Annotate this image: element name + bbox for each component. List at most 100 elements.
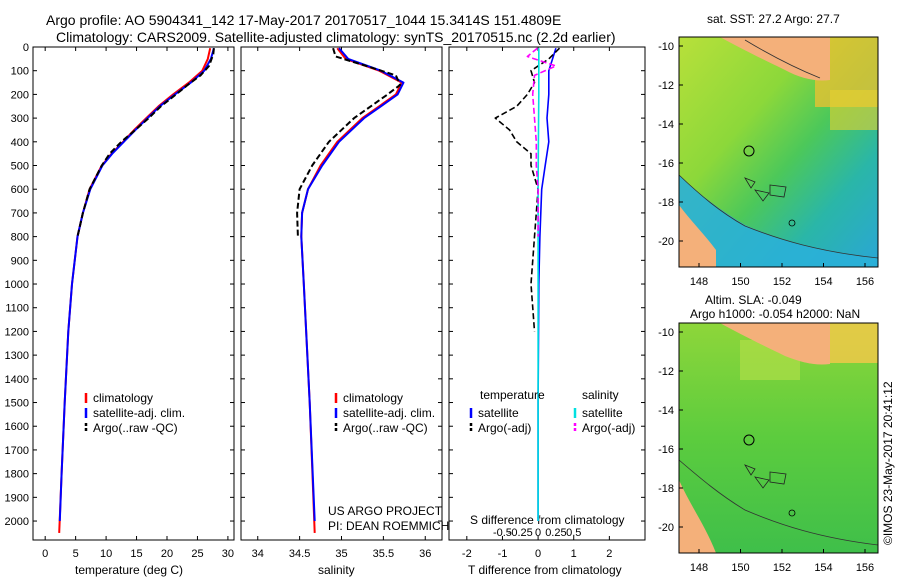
map-lat-label: -12 xyxy=(658,366,674,378)
x2-tick-label: -0.5 xyxy=(493,527,512,539)
y-tick-label: 1100 xyxy=(5,303,29,315)
x-tick-label: 20 xyxy=(161,548,173,560)
series-line-argo-raw-qc- xyxy=(76,48,215,237)
legend-header-temperature: temperature xyxy=(480,388,545,402)
legend-label: Argo(-adj) xyxy=(582,421,635,435)
map-lon-label: 148 xyxy=(690,276,708,288)
profile-title: Argo profile: AO 5904341_142 17-May-2017… xyxy=(46,12,562,28)
series-line-argo-raw-qc- xyxy=(296,47,402,237)
x-tick-label: 34 xyxy=(252,548,264,560)
profile-panel-2: 34 34.5 35 35.5 36 climatologysatellite-adj. … xyxy=(240,46,443,560)
panel-frame xyxy=(448,46,646,541)
x-tick-label: 10 xyxy=(100,548,112,560)
series-line-satellite-adj-clim- xyxy=(300,47,405,522)
x2-tick-label: -0.25 xyxy=(508,527,533,539)
map-lon-label: 154 xyxy=(814,276,832,288)
y-tick-label: 400 xyxy=(11,137,29,149)
legend-label: Argo(..raw -QC) xyxy=(343,421,428,435)
series-line-climatology xyxy=(300,47,403,533)
series-line-t-argo-adj- xyxy=(494,47,561,332)
map-lat-label: -18 xyxy=(658,483,674,495)
y-tick-label: 1300 xyxy=(5,350,29,362)
y-tick-label: 1900 xyxy=(5,492,29,504)
y-tick-label: 1800 xyxy=(5,469,29,481)
profile-panel-3: -2 -1 0 1 2 -0.5-0.25 0 0.25 0.5 temperature salin… xyxy=(448,46,646,560)
temperature-axis-label: temperature (deg C) xyxy=(75,563,184,577)
map-lat-label: -10 xyxy=(658,327,674,339)
x-tick-label: 1 xyxy=(571,548,577,560)
y-tick-label: 900 xyxy=(11,255,29,267)
map-lat-label: -10 xyxy=(658,41,674,53)
x-tick-label: 15 xyxy=(130,548,142,560)
series-line-climatology xyxy=(58,47,212,533)
y-tick-label: 1600 xyxy=(5,421,29,433)
sla-label: Altim. SLA: -0.049 xyxy=(705,293,802,307)
map-lon-label: 150 xyxy=(731,276,749,288)
sla-map-frame xyxy=(678,322,879,554)
map-lon-label: 148 xyxy=(690,562,708,574)
x-tick-label: 25 xyxy=(191,548,203,560)
map-lon-label: 150 xyxy=(731,562,749,574)
panel-frame xyxy=(32,46,235,541)
x-tick-label: 0 xyxy=(535,548,541,560)
series-line-s-satellite xyxy=(537,48,540,521)
profile-panels: 0100200300400500600700800900100011001200… xyxy=(5,42,646,560)
sst-label: sat. SST: 27.2 Argo: 27.7 xyxy=(707,12,840,26)
x-tick-label: -2 xyxy=(462,548,472,560)
y-tick-label: 300 xyxy=(11,113,29,125)
y-tick-label: 0 xyxy=(23,42,29,54)
x-tick-label: 5 xyxy=(73,548,79,560)
series-line-satellite-adj-clim- xyxy=(58,47,215,522)
map-lat-label: -20 xyxy=(658,236,674,248)
y-tick-label: 200 xyxy=(11,89,29,101)
map-lon-label: 152 xyxy=(773,562,791,574)
x2-tick-label: 0 xyxy=(535,527,541,539)
legend-label: satellite-adj. clim. xyxy=(343,406,435,420)
y-tick-label: 100 xyxy=(11,66,29,78)
map-lon-label: 156 xyxy=(856,276,874,288)
legend-label: climatology xyxy=(93,391,153,405)
project-label: US ARGO PROJECT xyxy=(328,504,443,518)
legend-label: Argo(-adj) xyxy=(478,421,531,435)
x-tick-label: -1 xyxy=(498,548,508,560)
legend-label: Argo(..raw -QC) xyxy=(93,421,178,435)
x-tick-label: 34.5 xyxy=(289,548,310,560)
argo-height-label: Argo h1000: -0.054 h2000: NaN xyxy=(690,307,861,321)
sst-map xyxy=(679,37,878,267)
map-lon-label: 152 xyxy=(773,276,791,288)
s-diff-axis-label: S difference from climatology xyxy=(470,513,625,527)
y-tick-label: 1000 xyxy=(5,279,29,291)
map-lon-label: 154 xyxy=(814,562,832,574)
map-lon-label: 156 xyxy=(856,562,874,574)
map-lat-label: -16 xyxy=(658,444,674,456)
sst-map-frame xyxy=(678,36,879,268)
series-line-t-satellite xyxy=(537,47,557,521)
map-lat-label: -14 xyxy=(658,405,674,417)
legend-label: climatology xyxy=(343,391,403,405)
salinity-axis-label: salinity xyxy=(318,563,355,577)
y-tick-label: 700 xyxy=(11,208,29,220)
legend-label: satellite-adj. clim. xyxy=(93,406,185,420)
x-tick-label: 0 xyxy=(42,548,48,560)
y-tick-label: 500 xyxy=(11,161,29,173)
map-lat-label: -12 xyxy=(658,80,674,92)
y-tick-label: 1400 xyxy=(5,374,29,386)
profile-panel-1: 0100200300400500600700800900100011001200… xyxy=(5,42,235,560)
map-lat-label: -20 xyxy=(658,522,674,534)
y-tick-label: 600 xyxy=(11,184,29,196)
legend-label: satellite xyxy=(582,406,623,420)
series-line-s-argo-adj- xyxy=(526,47,557,237)
sla-map xyxy=(679,323,878,553)
y-tick-label: 1500 xyxy=(5,398,29,410)
x-tick-label: 35.5 xyxy=(373,548,394,560)
x-tick-label: 36 xyxy=(419,548,431,560)
pi-label: PI: DEAN ROEMMICH xyxy=(328,519,450,533)
t-diff-axis-label: T difference from climatology xyxy=(468,563,622,577)
x2-tick-label: 0.5 xyxy=(566,527,581,539)
map-lat-label: -16 xyxy=(658,158,674,170)
y-tick-label: 1200 xyxy=(5,326,29,338)
map-lat-label: -14 xyxy=(658,119,674,131)
x-tick-label: 2 xyxy=(606,548,612,560)
x-tick-label: 35 xyxy=(335,548,347,560)
map-axes: 148 150 152 154 156 -10 -12 -14 -16 -18 -20 148 150 1… xyxy=(658,41,874,574)
